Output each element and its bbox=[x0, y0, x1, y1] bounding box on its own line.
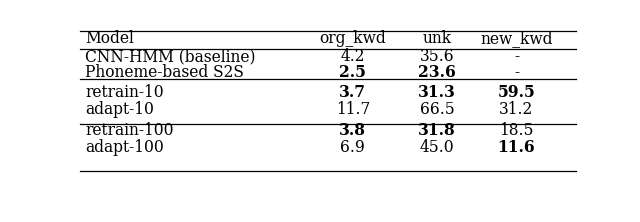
Text: Model: Model bbox=[85, 30, 134, 47]
Text: -: - bbox=[514, 48, 519, 65]
Text: -: - bbox=[514, 64, 519, 81]
Text: retrain-100: retrain-100 bbox=[85, 122, 173, 139]
Text: Phoneme-based S2S: Phoneme-based S2S bbox=[85, 64, 244, 81]
Text: adapt-100: adapt-100 bbox=[85, 139, 164, 156]
Text: 3.8: 3.8 bbox=[339, 122, 366, 139]
Text: 31.8: 31.8 bbox=[419, 122, 456, 139]
Text: 35.6: 35.6 bbox=[420, 48, 454, 65]
Text: CNN-HMM (baseline): CNN-HMM (baseline) bbox=[85, 48, 255, 65]
Text: 4.2: 4.2 bbox=[340, 48, 365, 65]
Text: 66.5: 66.5 bbox=[420, 101, 454, 118]
Text: unk: unk bbox=[422, 30, 452, 47]
Text: 23.6: 23.6 bbox=[418, 64, 456, 81]
Text: 3.7: 3.7 bbox=[339, 84, 366, 101]
Text: 11.6: 11.6 bbox=[498, 139, 535, 156]
Text: 59.5: 59.5 bbox=[498, 84, 535, 101]
Text: retrain-10: retrain-10 bbox=[85, 84, 164, 101]
Text: 11.7: 11.7 bbox=[335, 101, 370, 118]
Text: new_kwd: new_kwd bbox=[480, 30, 553, 47]
Text: org_kwd: org_kwd bbox=[319, 30, 386, 47]
Text: 2.5: 2.5 bbox=[339, 64, 366, 81]
Text: 31.2: 31.2 bbox=[499, 101, 534, 118]
Text: 45.0: 45.0 bbox=[420, 139, 454, 156]
Text: 31.3: 31.3 bbox=[418, 84, 456, 101]
Text: 18.5: 18.5 bbox=[499, 122, 534, 139]
Text: 6.9: 6.9 bbox=[340, 139, 365, 156]
Text: adapt-10: adapt-10 bbox=[85, 101, 154, 118]
